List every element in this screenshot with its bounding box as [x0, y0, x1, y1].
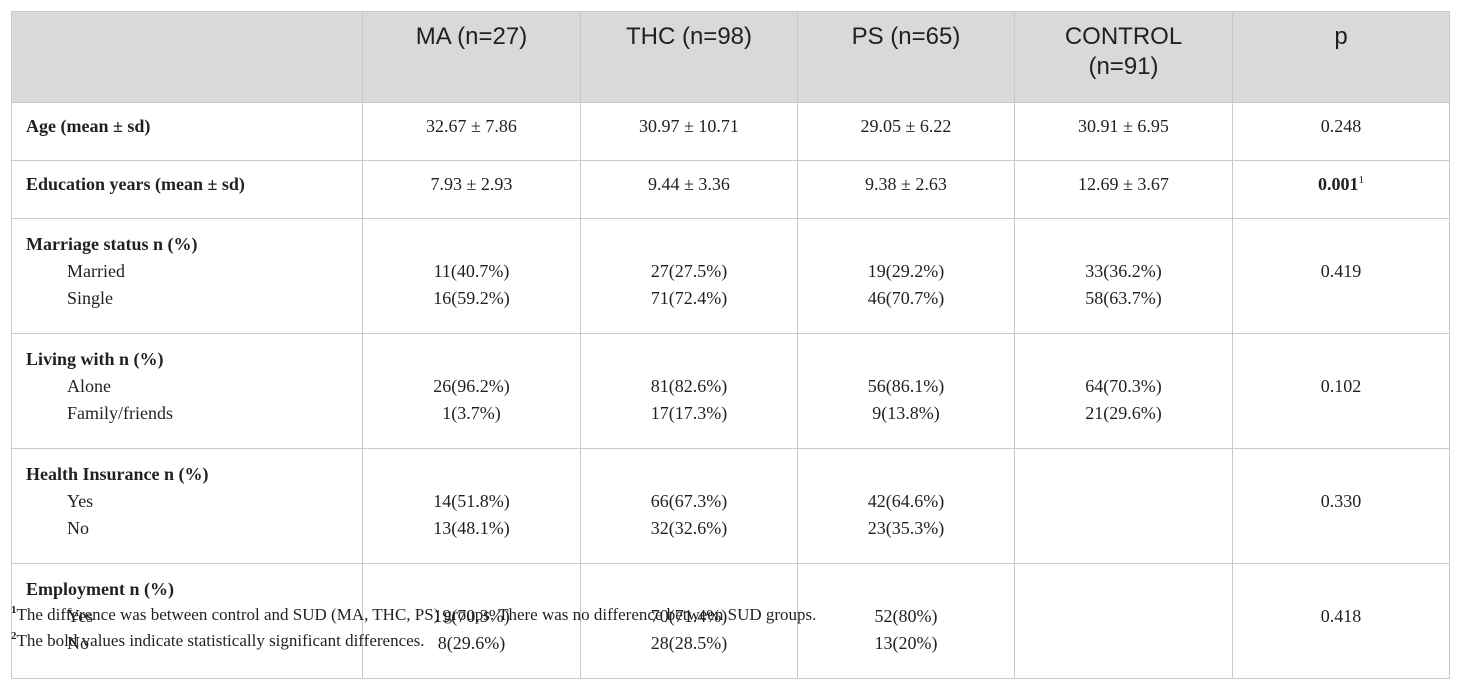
cell-ma: 26(96.2%) [433, 376, 510, 396]
row-label: Living with n (%) [26, 349, 164, 369]
cell-ps: 46(70.7%) [867, 288, 945, 308]
sub-label: Yes [67, 491, 94, 511]
cell-ps: 23(35.3%) [867, 518, 945, 538]
cell-thc: 71(72.4%) [650, 288, 728, 308]
cell-p: 0.102 [1320, 376, 1362, 396]
cell-ma: 8(29.6%) [437, 633, 506, 653]
footnote: 2The bold values indicate statistically … [11, 628, 816, 654]
header-p: p [1232, 11, 1450, 103]
sub-label: Yes [67, 606, 94, 626]
footnote-marker: 1 [1358, 174, 1365, 186]
table-row: Marriage status n (%) Married Single 11(… [11, 218, 1450, 334]
row-label: Education years (mean ± sd) [11, 160, 363, 219]
cell-ma: 16(59.2%) [433, 288, 510, 308]
cell-control: 58(63.7%) [1085, 288, 1162, 308]
cell-p: 0.330 [1320, 491, 1362, 511]
cell-control: 30.91 ± 6.95 [1014, 102, 1233, 161]
cell-control: 12.69 ± 3.67 [1014, 160, 1233, 219]
footnote-text: The bold values indicate statistically s… [16, 631, 425, 650]
cell-thc: 66(67.3%) [650, 491, 728, 511]
table-footnotes: 1The difference was between control and … [11, 602, 816, 654]
table-row: Employment n (%) Yes No 19(70.3%) 8(29.6%… [11, 563, 1450, 679]
sub-label: Family/friends [67, 403, 173, 423]
cell-p: 0.418 [1320, 606, 1362, 626]
cell-thc: 27(27.5%) [650, 261, 728, 281]
cell-ma: 11(40.7%) [433, 261, 510, 281]
cell-thc: 17(17.3%) [650, 403, 728, 423]
header-ma: MA (n=27) [362, 11, 581, 103]
row-label: Marriage status n (%) [26, 234, 198, 254]
cell-ma: 32.67 ± 7.86 [362, 102, 581, 161]
table-row: Education years (mean ± sd) 7.93 ± 2.93 … [11, 160, 1450, 219]
cell-p: 0.248 [1232, 102, 1450, 161]
row-label: Health Insurance n (%) [26, 464, 209, 484]
sub-label: No [67, 633, 89, 653]
demographics-table: MA (n=27) THC (n=98) PS (n=65) CONTROL (… [11, 11, 1450, 679]
footnote-text: The difference was between control and S… [16, 605, 817, 624]
cell-ps: 42(64.6%) [867, 491, 945, 511]
cell-ps: 52(80%) [874, 606, 938, 626]
cell-ps: 56(86.1%) [867, 376, 945, 396]
cell-ps: 9.38 ± 2.63 [797, 160, 1015, 219]
sub-label: Married [67, 261, 125, 281]
cell-thc: 28(28.5%) [650, 633, 728, 653]
sub-label: Alone [67, 376, 111, 396]
cell-ma: 7.93 ± 2.93 [362, 160, 581, 219]
cell-ma: 13(48.1%) [433, 518, 510, 538]
cell-control: 64(70.3%) [1085, 376, 1162, 396]
cell-thc: 9.44 ± 3.36 [580, 160, 798, 219]
footnote-mark: 2 [11, 630, 17, 642]
cell-thc: 81(82.6%) [650, 376, 728, 396]
cell-thc: 70(71.4%) [650, 606, 728, 626]
header-thc: THC (n=98) [580, 11, 798, 103]
row-label: Employment n (%) [26, 579, 174, 599]
cell-control: 21(29.6%) [1085, 403, 1162, 423]
cell-ps: 19(29.2%) [867, 261, 945, 281]
cell-ma: 14(51.8%) [433, 491, 510, 511]
header-ps: PS (n=65) [797, 11, 1015, 103]
footnote-mark: 1 [11, 604, 17, 616]
cell-p: 0.0011 [1232, 160, 1450, 219]
row-label: Age (mean ± sd) [11, 102, 363, 161]
cell-ps: 9(13.8%) [872, 403, 940, 423]
cell-thc: 30.97 ± 10.71 [580, 102, 798, 161]
cell-thc: 32(32.6%) [650, 518, 728, 538]
table-row: Health Insurance n (%) Yes No 14(51.8%) 1… [11, 448, 1450, 564]
p-value-significant: 0.001 [1318, 174, 1359, 194]
cell-ps: 29.05 ± 6.22 [797, 102, 1015, 161]
header-empty [11, 11, 363, 103]
cell-ma: 1(3.7%) [442, 403, 501, 423]
footnote: 1The difference was between control and … [11, 602, 816, 628]
sub-label: Single [67, 288, 114, 308]
cell-p: 0.419 [1320, 261, 1362, 281]
header-control: CONTROL (n=91) [1014, 11, 1233, 103]
cell-ps: 13(20%) [874, 633, 938, 653]
sub-label: No [67, 518, 89, 538]
header-row: MA (n=27) THC (n=98) PS (n=65) CONTROL (… [11, 11, 1450, 103]
cell-control: 33(36.2%) [1085, 261, 1162, 281]
cell-ma: 19(70.3%) [433, 606, 510, 626]
table-row: Living with n (%) Alone Family/friends 2… [11, 333, 1450, 449]
table-row: Age (mean ± sd) 32.67 ± 7.86 30.97 ± 10.… [11, 102, 1450, 161]
